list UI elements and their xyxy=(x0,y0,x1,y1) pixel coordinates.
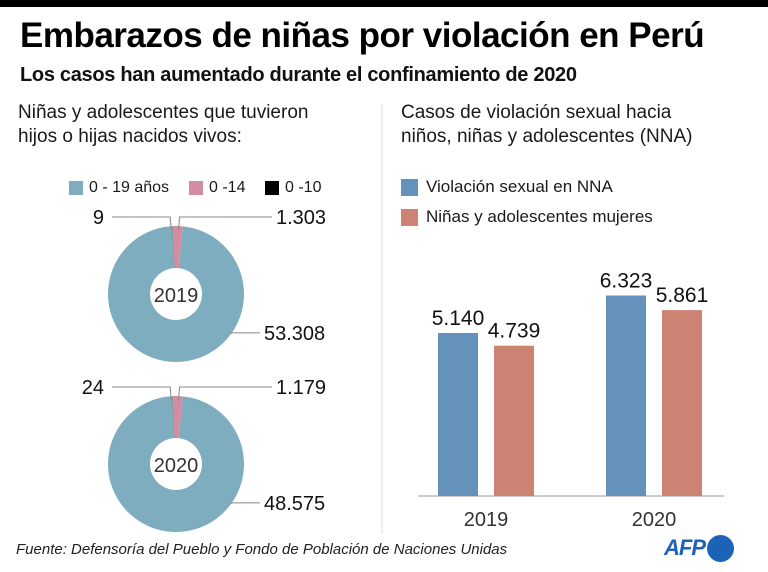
page-subtitle: Los casos han aumentado durante el confi… xyxy=(20,64,577,86)
legend-swatch xyxy=(69,181,83,195)
donut-2019: 2019 9 1.303 53.308 xyxy=(93,207,326,362)
legend-label: Violación sexual en NNA xyxy=(426,177,613,196)
left-panel-title: Niñas y adolescentes que tuvieron hijos … xyxy=(18,102,309,147)
legend-label: Niñas y adolescentes mujeres xyxy=(426,207,653,226)
legend-item-ninas-mujeres: Niñas y adolescentes mujeres xyxy=(401,207,653,227)
bar-2019-series-0 xyxy=(438,332,478,496)
legend-swatch xyxy=(401,178,418,196)
afp-logo-text: AFP xyxy=(664,535,706,560)
donut-label-0-19: 53.308 xyxy=(264,323,325,345)
donut-label-0-19: 48.575 xyxy=(264,493,325,515)
legend-label: 0 - 19 años xyxy=(89,179,170,196)
legend-item-violacion-nna: Violación sexual en NNA xyxy=(401,177,613,197)
panel-divider xyxy=(381,104,383,534)
leader-line-0-14 xyxy=(178,386,272,401)
bar-data-label: 5.140 xyxy=(432,307,485,330)
donut-slice-0-10 xyxy=(172,226,175,269)
legend-item-0-19: 0 - 19 años xyxy=(69,179,169,197)
legend-label: 0 -14 xyxy=(209,179,246,196)
bar-2019-series-1 xyxy=(494,345,534,496)
bar-2020-series-0 xyxy=(606,295,646,496)
donut-slice-0-14 xyxy=(172,226,183,269)
legend-item-0-10: 0 -10 xyxy=(265,179,321,197)
donut-slice-0-19 xyxy=(107,396,245,532)
bar-2020-series-1 xyxy=(662,310,702,496)
x-tick-label: 2019 xyxy=(464,509,509,531)
afp-logo-dot xyxy=(707,534,734,562)
donut-slice-0-14 xyxy=(172,396,183,439)
donut-center-label: 2020 xyxy=(154,455,199,477)
afp-logo: AFP xyxy=(664,533,734,563)
x-tick-label: 2020 xyxy=(632,509,677,531)
leader-line-0-10 xyxy=(112,216,172,231)
page-title: Embarazos de niñas por violación en Perú xyxy=(20,16,705,55)
legend-swatch xyxy=(401,208,418,226)
donut-slice-0-10 xyxy=(172,396,175,439)
bar-data-label: 5.861 xyxy=(656,284,709,307)
legend-item-0-14: 0 -14 xyxy=(189,179,245,197)
donut-2020: 2020 24 1.179 48.575 xyxy=(82,377,326,532)
donut-charts: 2019 9 1.303 53.308 2020 24 1.179 48.575 xyxy=(82,207,326,532)
donut-label-0-10: 24 xyxy=(82,377,104,399)
donut-label-0-14: 1.179 xyxy=(276,377,326,399)
top-bar xyxy=(0,0,768,7)
leader-line-0-14 xyxy=(178,216,272,231)
bar-data-label: 4.739 xyxy=(488,320,541,343)
donut-center-label: 2019 xyxy=(154,285,199,307)
donut-label-0-14: 1.303 xyxy=(276,207,326,229)
donut-label-0-10: 9 xyxy=(93,207,104,229)
legend-swatch xyxy=(265,181,279,195)
source-note: Fuente: Defensoría del Pueblo y Fondo de… xyxy=(16,541,508,558)
legend-swatch xyxy=(189,181,203,195)
leader-line-0-10 xyxy=(112,386,172,401)
right-panel-title: Casos de violación sexual hacia niños, n… xyxy=(401,102,693,147)
bar-data-label: 6.323 xyxy=(600,269,653,292)
donut-slice-0-19 xyxy=(107,226,244,362)
legend-label: 0 -10 xyxy=(285,179,322,196)
